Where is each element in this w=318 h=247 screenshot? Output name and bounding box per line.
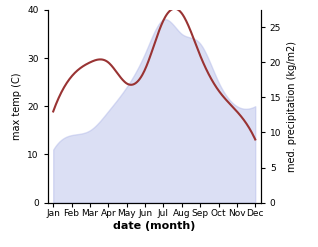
Y-axis label: med. precipitation (kg/m2): med. precipitation (kg/m2) xyxy=(287,41,297,172)
Y-axis label: max temp (C): max temp (C) xyxy=(12,72,22,140)
X-axis label: date (month): date (month) xyxy=(113,221,196,231)
